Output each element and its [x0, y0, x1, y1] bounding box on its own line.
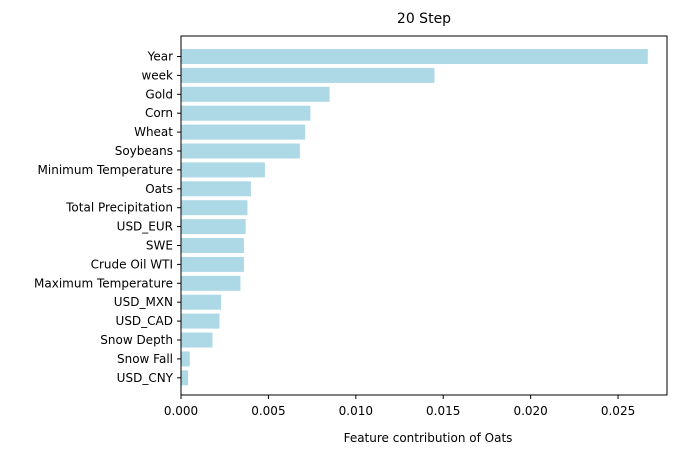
category-label: USD_MXN	[114, 295, 173, 309]
x-tick-label: 0.015	[426, 404, 460, 418]
category-label: Gold	[145, 87, 173, 101]
x-tick-label: 0.020	[513, 404, 547, 418]
bar-corn	[181, 105, 311, 121]
category-label: Oats	[145, 182, 173, 196]
bar-swe	[181, 238, 244, 253]
x-axis-ticks: 0.000 0.005 0.010 0.015 0.020 0.025	[164, 395, 635, 418]
bar-usd-eur	[181, 219, 246, 235]
bar-snow-fall	[181, 351, 190, 367]
category-label: USD_CNY	[117, 371, 174, 385]
x-tick-label: 0.025	[601, 404, 635, 418]
bar-snow-depth	[181, 332, 213, 348]
bar-soybeans	[181, 143, 300, 159]
category-label: USD_CAD	[116, 314, 173, 328]
category-label: Crude Oil WTI	[91, 257, 173, 271]
bar-oats	[181, 181, 251, 197]
bar-wheat	[181, 124, 306, 140]
plot-frame	[180, 35, 668, 396]
x-tick-label: 0.000	[164, 404, 198, 418]
category-label: Total Precipitation	[65, 201, 173, 215]
bar-year	[181, 49, 648, 64]
category-labels: Year week Gold Corn Wheat Soybeans Minimum Tem…	[34, 50, 181, 385]
bar-maximum-temperature	[181, 275, 241, 291]
category-label: week	[141, 68, 173, 82]
category-label: Maximum Temperature	[34, 276, 173, 290]
category-label: Minimum Temperature	[38, 163, 173, 177]
chart-title: 20 Step	[397, 11, 451, 27]
x-tick-label: 0.005	[251, 404, 285, 418]
x-tick-label: 0.010	[339, 404, 373, 418]
category-label: Snow Fall	[117, 352, 173, 366]
bar-usd-mxn	[181, 294, 222, 310]
x-axis-label: Feature contribution of Oats	[344, 431, 513, 445]
bar-total-precipitation	[181, 200, 248, 216]
bar-gold	[181, 86, 330, 102]
category-label: Soybeans	[115, 144, 173, 158]
category-label: Year	[147, 50, 173, 64]
bar-usd-cad	[181, 313, 220, 329]
category-label: SWE	[146, 239, 173, 253]
bar-usd-cny	[181, 370, 188, 386]
bars-group	[181, 49, 648, 386]
bar-minimum-temperature	[181, 162, 265, 178]
bar-week	[181, 67, 435, 83]
bar-crude-oil-wti	[181, 256, 244, 272]
category-label: Wheat	[134, 125, 173, 139]
category-label: Snow Depth	[100, 333, 173, 347]
category-label: USD_EUR	[117, 220, 173, 234]
category-label: Corn	[145, 106, 173, 120]
